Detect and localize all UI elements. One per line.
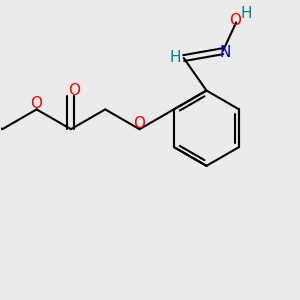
Text: N: N bbox=[219, 45, 230, 60]
Text: O: O bbox=[68, 83, 80, 98]
Text: O: O bbox=[134, 116, 146, 131]
Text: O: O bbox=[229, 13, 241, 28]
Text: O: O bbox=[31, 96, 43, 111]
Text: H: H bbox=[169, 50, 181, 64]
Text: H: H bbox=[240, 6, 252, 21]
